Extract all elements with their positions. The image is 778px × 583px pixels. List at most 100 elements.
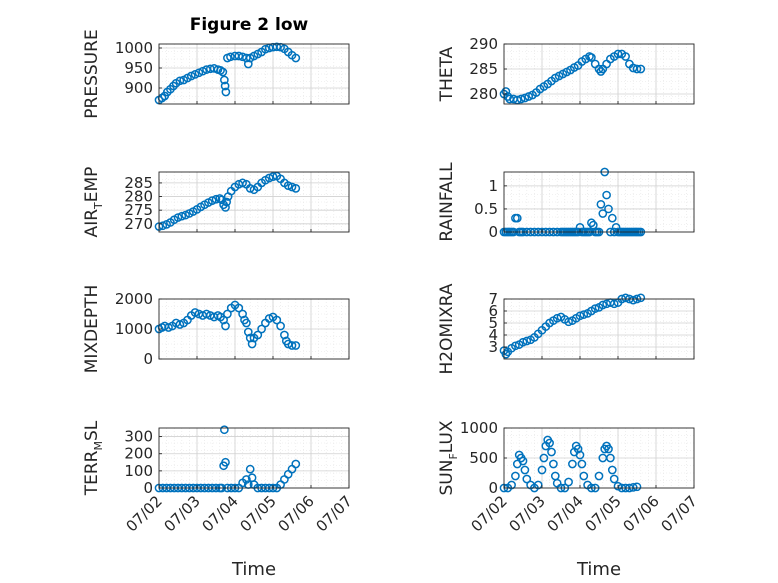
y-tick-label: 5 (488, 314, 498, 332)
y-tick-label: 1000 (460, 419, 498, 437)
data-point (222, 197, 231, 207)
data-point (221, 87, 231, 97)
data-point (291, 53, 301, 63)
data-point (596, 199, 606, 209)
data-point (218, 67, 228, 77)
y-tick-label: 200 (124, 445, 153, 463)
y-tick-label: 280 (124, 188, 153, 206)
data-point (220, 81, 230, 91)
data-point (613, 49, 623, 59)
data-point (545, 438, 554, 448)
x-tick-label: 07/06 (620, 492, 663, 535)
x-tick-label: 07/02 (123, 492, 166, 535)
y-axis-label: THETA (437, 46, 457, 102)
data-point (511, 471, 520, 481)
y-axis-label-part: SUN (437, 460, 457, 496)
y-axis-label: MIXDEPTH (82, 285, 102, 374)
data-point (272, 315, 282, 325)
x-tick-label: 07/03 (506, 492, 549, 535)
data-point (234, 303, 244, 313)
data-point (261, 44, 270, 54)
data-point (590, 304, 600, 313)
data-point (283, 181, 293, 190)
y-tick-label: 0 (143, 350, 153, 368)
axes-background (159, 428, 349, 488)
data-point (287, 182, 297, 192)
data-point (564, 317, 573, 327)
data-point (175, 76, 185, 86)
data-point (575, 450, 585, 460)
data-point (518, 337, 528, 347)
data-point (291, 459, 301, 469)
data-point (636, 64, 646, 74)
axes-box (158, 171, 350, 233)
x-axis-label: Time (231, 559, 276, 580)
y-tick-label: 285 (124, 174, 153, 192)
data-point (507, 480, 516, 490)
x-tick-label: 07/07 (313, 492, 356, 535)
data-point (607, 213, 617, 223)
y-tick-label: 0 (488, 479, 498, 497)
y-axis-label-part: LUX (437, 420, 457, 453)
data-point (177, 211, 187, 221)
data-point (632, 64, 642, 74)
x-tick-label: 07/07 (658, 492, 701, 535)
data-point (598, 300, 608, 310)
axes-box (158, 43, 350, 105)
data-point (604, 444, 613, 454)
x-tick-label: 07/05 (237, 492, 280, 535)
data-point (516, 94, 526, 104)
data-point (511, 341, 520, 351)
data-point (604, 204, 613, 214)
y-axis-label-part: PRESSURE (82, 29, 102, 118)
x-tick-label: 07/04 (544, 492, 587, 535)
subplot-pressure: 900 950 1000 PRESSURE (82, 29, 350, 119)
data-point (226, 52, 235, 62)
subplot-rainfall: 0 0.5 1 RAINFALL (437, 162, 695, 242)
y-axis-label-part: SL (82, 420, 102, 441)
data-point (268, 172, 278, 181)
y-axis-label-part: RAINFALL (437, 162, 457, 242)
y-tick-label: 100 (124, 462, 153, 480)
data-point (609, 474, 619, 484)
data-point (632, 482, 642, 492)
data-point (575, 311, 585, 321)
data-point (238, 178, 247, 188)
axes-background (159, 172, 349, 232)
x-tick-label: 07/06 (275, 492, 318, 535)
figure-title: Figure 2 low (190, 15, 309, 35)
y-axis-label-part: TERR (82, 450, 102, 496)
y-tick-label: 290 (469, 35, 498, 53)
data-point (245, 464, 255, 474)
x-axis-label: Time (576, 559, 621, 580)
data-point (522, 336, 532, 346)
y-tick-label: 1 (488, 177, 498, 195)
subplot-theta: 280 285 290 THETA (437, 35, 695, 105)
y-tick-label: 275 (124, 201, 153, 219)
y-tick-label: 7 (488, 290, 498, 308)
y-tick-label: 900 (124, 79, 153, 97)
data-point (173, 213, 183, 222)
axes-box (503, 298, 695, 360)
axes-background (504, 172, 694, 232)
axes-box (503, 171, 695, 233)
y-axis-label-part: H2OMIXRA (437, 283, 457, 374)
data-point (587, 53, 596, 62)
data-point (568, 459, 577, 469)
y-axis-label-subscript: T (92, 202, 105, 210)
data-point (598, 209, 608, 218)
y-axis-label: RAINFALL (437, 162, 457, 242)
y-tick-label: 0 (143, 479, 153, 497)
data-point (501, 87, 511, 96)
data-point (223, 309, 232, 319)
data-point (512, 213, 522, 223)
data-point (579, 310, 589, 319)
y-tick-label: 280 (469, 85, 498, 103)
data-point (220, 425, 229, 435)
data-point (537, 465, 547, 475)
data-point (501, 349, 511, 359)
data-point (291, 184, 301, 193)
data-point (234, 51, 244, 61)
data-point (547, 447, 556, 457)
y-tick-label: 270 (124, 215, 153, 233)
